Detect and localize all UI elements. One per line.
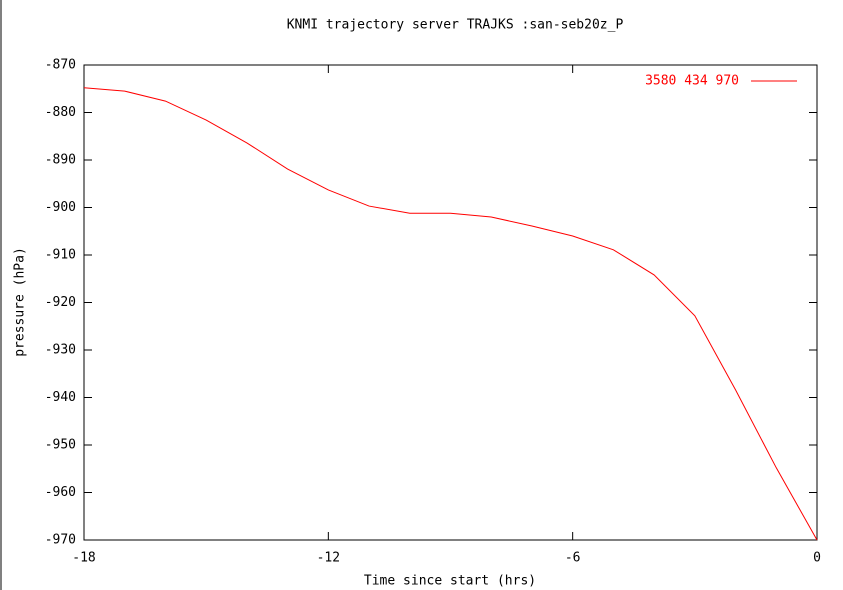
y-tick-label: -970 <box>45 533 76 548</box>
x-tick-label: -12 <box>317 551 340 566</box>
x-tick-label: 0 <box>813 551 821 566</box>
y-tick-label: -940 <box>45 390 76 405</box>
y-tick-label: -890 <box>45 153 76 168</box>
data-line <box>83 87 818 541</box>
y-tick-label: -880 <box>45 105 76 120</box>
y-tick-label: -870 <box>45 58 76 73</box>
y-tick-label: -910 <box>45 248 76 263</box>
x-axis-label: Time since start (hrs) <box>364 574 536 589</box>
legend-label: 3580 434 970 <box>645 74 739 89</box>
y-axis-label: pressure (hPa) <box>13 247 28 357</box>
y-tick-label: -930 <box>45 343 76 358</box>
x-tick-label: -6 <box>565 551 581 566</box>
x-tick-label: -18 <box>72 551 95 566</box>
y-tick-label: -920 <box>45 295 76 310</box>
y-tick-label: -900 <box>45 200 76 215</box>
y-tick-label: -960 <box>45 485 76 500</box>
chart-title: KNMI trajectory server TRAJKS :san-seb20… <box>287 18 624 33</box>
plot-frame <box>83 64 818 541</box>
y-tick-label: -950 <box>45 438 76 453</box>
